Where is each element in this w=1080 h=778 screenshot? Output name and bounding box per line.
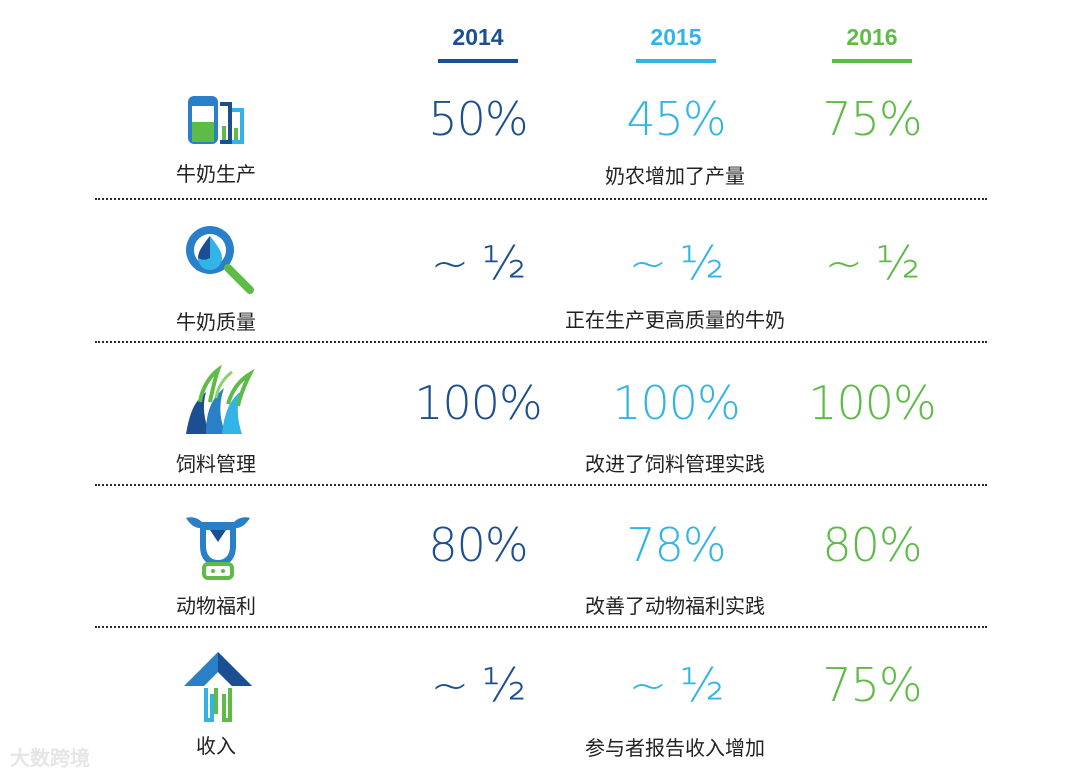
year-label: 2015 [650, 24, 702, 50]
year-underline [636, 59, 716, 63]
value-2016: ~ ½ [824, 236, 921, 290]
row-divider [95, 626, 987, 628]
category-label: 收入 [196, 734, 236, 758]
value-2015: 45% [626, 92, 726, 146]
value-2016: 75% [822, 92, 922, 146]
category-label: 动物福利 [176, 594, 256, 618]
milk-carton-icon-svg [188, 96, 244, 144]
value-2015: 78% [626, 518, 726, 572]
value-2014: 50% [428, 92, 528, 146]
cow-head-icon-svg [186, 517, 250, 580]
row-description: 改善了动物福利实践 [585, 594, 765, 618]
value-2014: 100% [414, 376, 543, 430]
value-2014: ~ ½ [430, 658, 527, 712]
year-label: 2016 [846, 24, 898, 50]
year-label: 2014 [452, 24, 504, 50]
row-divider [95, 484, 987, 486]
value-2014: ~ ½ [430, 236, 527, 290]
row-description: 正在生产更高质量的牛奶 [565, 308, 785, 332]
row-divider [95, 198, 987, 200]
year-underline [438, 59, 518, 63]
year-header-2016: 2016 [832, 24, 912, 63]
cow-head-icon [180, 506, 256, 582]
value-2015: ~ ½ [628, 658, 725, 712]
category-label: 饲料管理 [176, 452, 256, 476]
value-2014: 80% [428, 518, 528, 572]
magnifier-drop-icon-svg [186, 226, 254, 294]
value-2015: 100% [612, 376, 741, 430]
category-label: 牛奶生产 [176, 162, 256, 186]
year-header-2014: 2014 [438, 24, 518, 63]
year-header-2015: 2015 [636, 24, 716, 63]
up-arrow-icon-svg [184, 652, 252, 722]
value-2016: 75% [822, 658, 922, 712]
year-underline [832, 59, 912, 63]
value-2015: ~ ½ [628, 236, 725, 290]
row-description: 参与者报告收入增加 [585, 736, 765, 760]
magnifier-drop-icon [180, 220, 256, 296]
row-description: 改进了饲料管理实践 [585, 452, 765, 476]
grass-icon [180, 362, 256, 438]
row-divider [95, 341, 987, 343]
milk-carton-icon [180, 82, 256, 158]
row-description: 奶农增加了产量 [605, 164, 745, 188]
value-2016: 80% [822, 518, 922, 572]
watermark: 大数跨境 [10, 746, 90, 770]
category-label: 牛奶质量 [176, 310, 256, 334]
up-arrow-icon [180, 648, 256, 724]
value-2016: 100% [808, 376, 937, 430]
grass-icon-svg [186, 364, 255, 434]
